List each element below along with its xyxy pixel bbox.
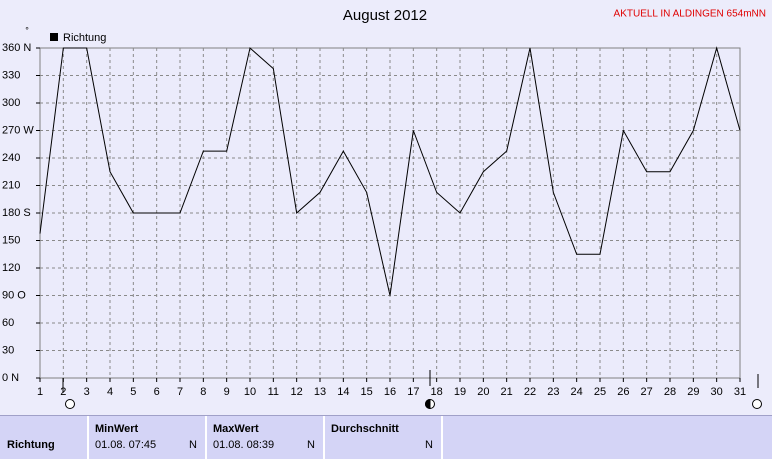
min-time: 01.08. 07:45 bbox=[95, 439, 157, 451]
y-tick-label: 90 O bbox=[2, 289, 26, 301]
x-tick-label: 11 bbox=[268, 386, 279, 398]
x-tick-label: 27 bbox=[641, 386, 653, 398]
x-tick-label: 30 bbox=[711, 386, 723, 398]
legend-swatch bbox=[50, 33, 58, 41]
x-tick-label: 9 bbox=[224, 386, 230, 398]
y-tick-label: 210 bbox=[2, 179, 20, 191]
y-tick-label: 60 bbox=[2, 317, 14, 329]
x-tick-label: 13 bbox=[314, 386, 326, 398]
x-tick-label: 29 bbox=[687, 386, 699, 398]
x-tick-label: 28 bbox=[664, 386, 676, 398]
avg-direction: N bbox=[425, 439, 433, 451]
x-tick-label: 21 bbox=[501, 386, 513, 398]
moon-icons bbox=[62, 370, 762, 410]
x-tick-label: 31 bbox=[734, 386, 746, 398]
x-tick-label: 18 bbox=[431, 386, 443, 398]
y-tick-label: 120 bbox=[2, 262, 20, 274]
x-tick-label: 3 bbox=[84, 386, 90, 398]
chart: August 2012 AKTUELL IN ALDINGEN 654mNN °… bbox=[2, 7, 766, 410]
x-tick-label: 12 bbox=[291, 386, 303, 398]
x-tick-label: 1 bbox=[37, 386, 43, 398]
max-time: 01.08. 08:39 bbox=[213, 439, 275, 451]
row-label: Richtung bbox=[7, 439, 55, 451]
legend-label: Richtung bbox=[63, 32, 106, 44]
x-tick-label: 20 bbox=[477, 386, 489, 398]
x-tick-label: 6 bbox=[154, 386, 160, 398]
x-tick-label: 5 bbox=[130, 386, 136, 398]
y-tick-label: 0 N bbox=[2, 372, 19, 384]
min-direction: N bbox=[189, 439, 197, 451]
min-column: MinWert 01.08. 07:45 N bbox=[87, 416, 205, 459]
y-unit: ° bbox=[25, 25, 29, 35]
y-tick-label: 240 bbox=[2, 152, 20, 164]
x-tick-label: 22 bbox=[524, 386, 536, 398]
x-tick-label: 17 bbox=[407, 386, 419, 398]
series-line bbox=[39, 46, 741, 296]
y-tick-label: 300 bbox=[2, 97, 20, 109]
y-tick-label: 30 bbox=[2, 344, 14, 356]
x-tick-label: 19 bbox=[454, 386, 466, 398]
max-column: MaxWert 01.08. 08:39 N bbox=[205, 416, 323, 459]
y-tick-label: 180 S bbox=[2, 207, 31, 219]
max-direction: N bbox=[307, 439, 315, 451]
x-tick-label: 25 bbox=[594, 386, 606, 398]
y-tick-label: 150 bbox=[2, 234, 20, 246]
y-tick-label: 360 N bbox=[2, 42, 31, 54]
x-tick-label: 10 bbox=[244, 386, 256, 398]
x-tick-label: 8 bbox=[200, 386, 206, 398]
y-tick-label: 330 bbox=[2, 69, 20, 81]
x-tick-label: 2 bbox=[60, 386, 66, 398]
summary-table: Richtung MinWert 01.08. 07:45 N MaxWert … bbox=[0, 415, 772, 459]
column-header: Durchschnitt bbox=[331, 423, 399, 435]
x-tick-label: 4 bbox=[107, 386, 113, 398]
station-label: AKTUELL IN ALDINGEN 654mNN bbox=[614, 9, 766, 20]
x-tick-label: 24 bbox=[571, 386, 583, 398]
x-tick-label: 16 bbox=[384, 386, 396, 398]
chart-title: August 2012 bbox=[343, 7, 427, 24]
x-tick-label: 26 bbox=[617, 386, 629, 398]
y-tick-label: 270 W bbox=[2, 124, 34, 136]
x-tick-label: 15 bbox=[361, 386, 373, 398]
x-tick-label: 14 bbox=[337, 386, 349, 398]
avg-column: Durchschnitt N bbox=[323, 416, 443, 459]
x-tick-label: 7 bbox=[177, 386, 183, 398]
column-header: MinWert bbox=[95, 423, 139, 435]
column-header: MaxWert bbox=[213, 423, 259, 435]
x-tick-label: 23 bbox=[547, 386, 559, 398]
